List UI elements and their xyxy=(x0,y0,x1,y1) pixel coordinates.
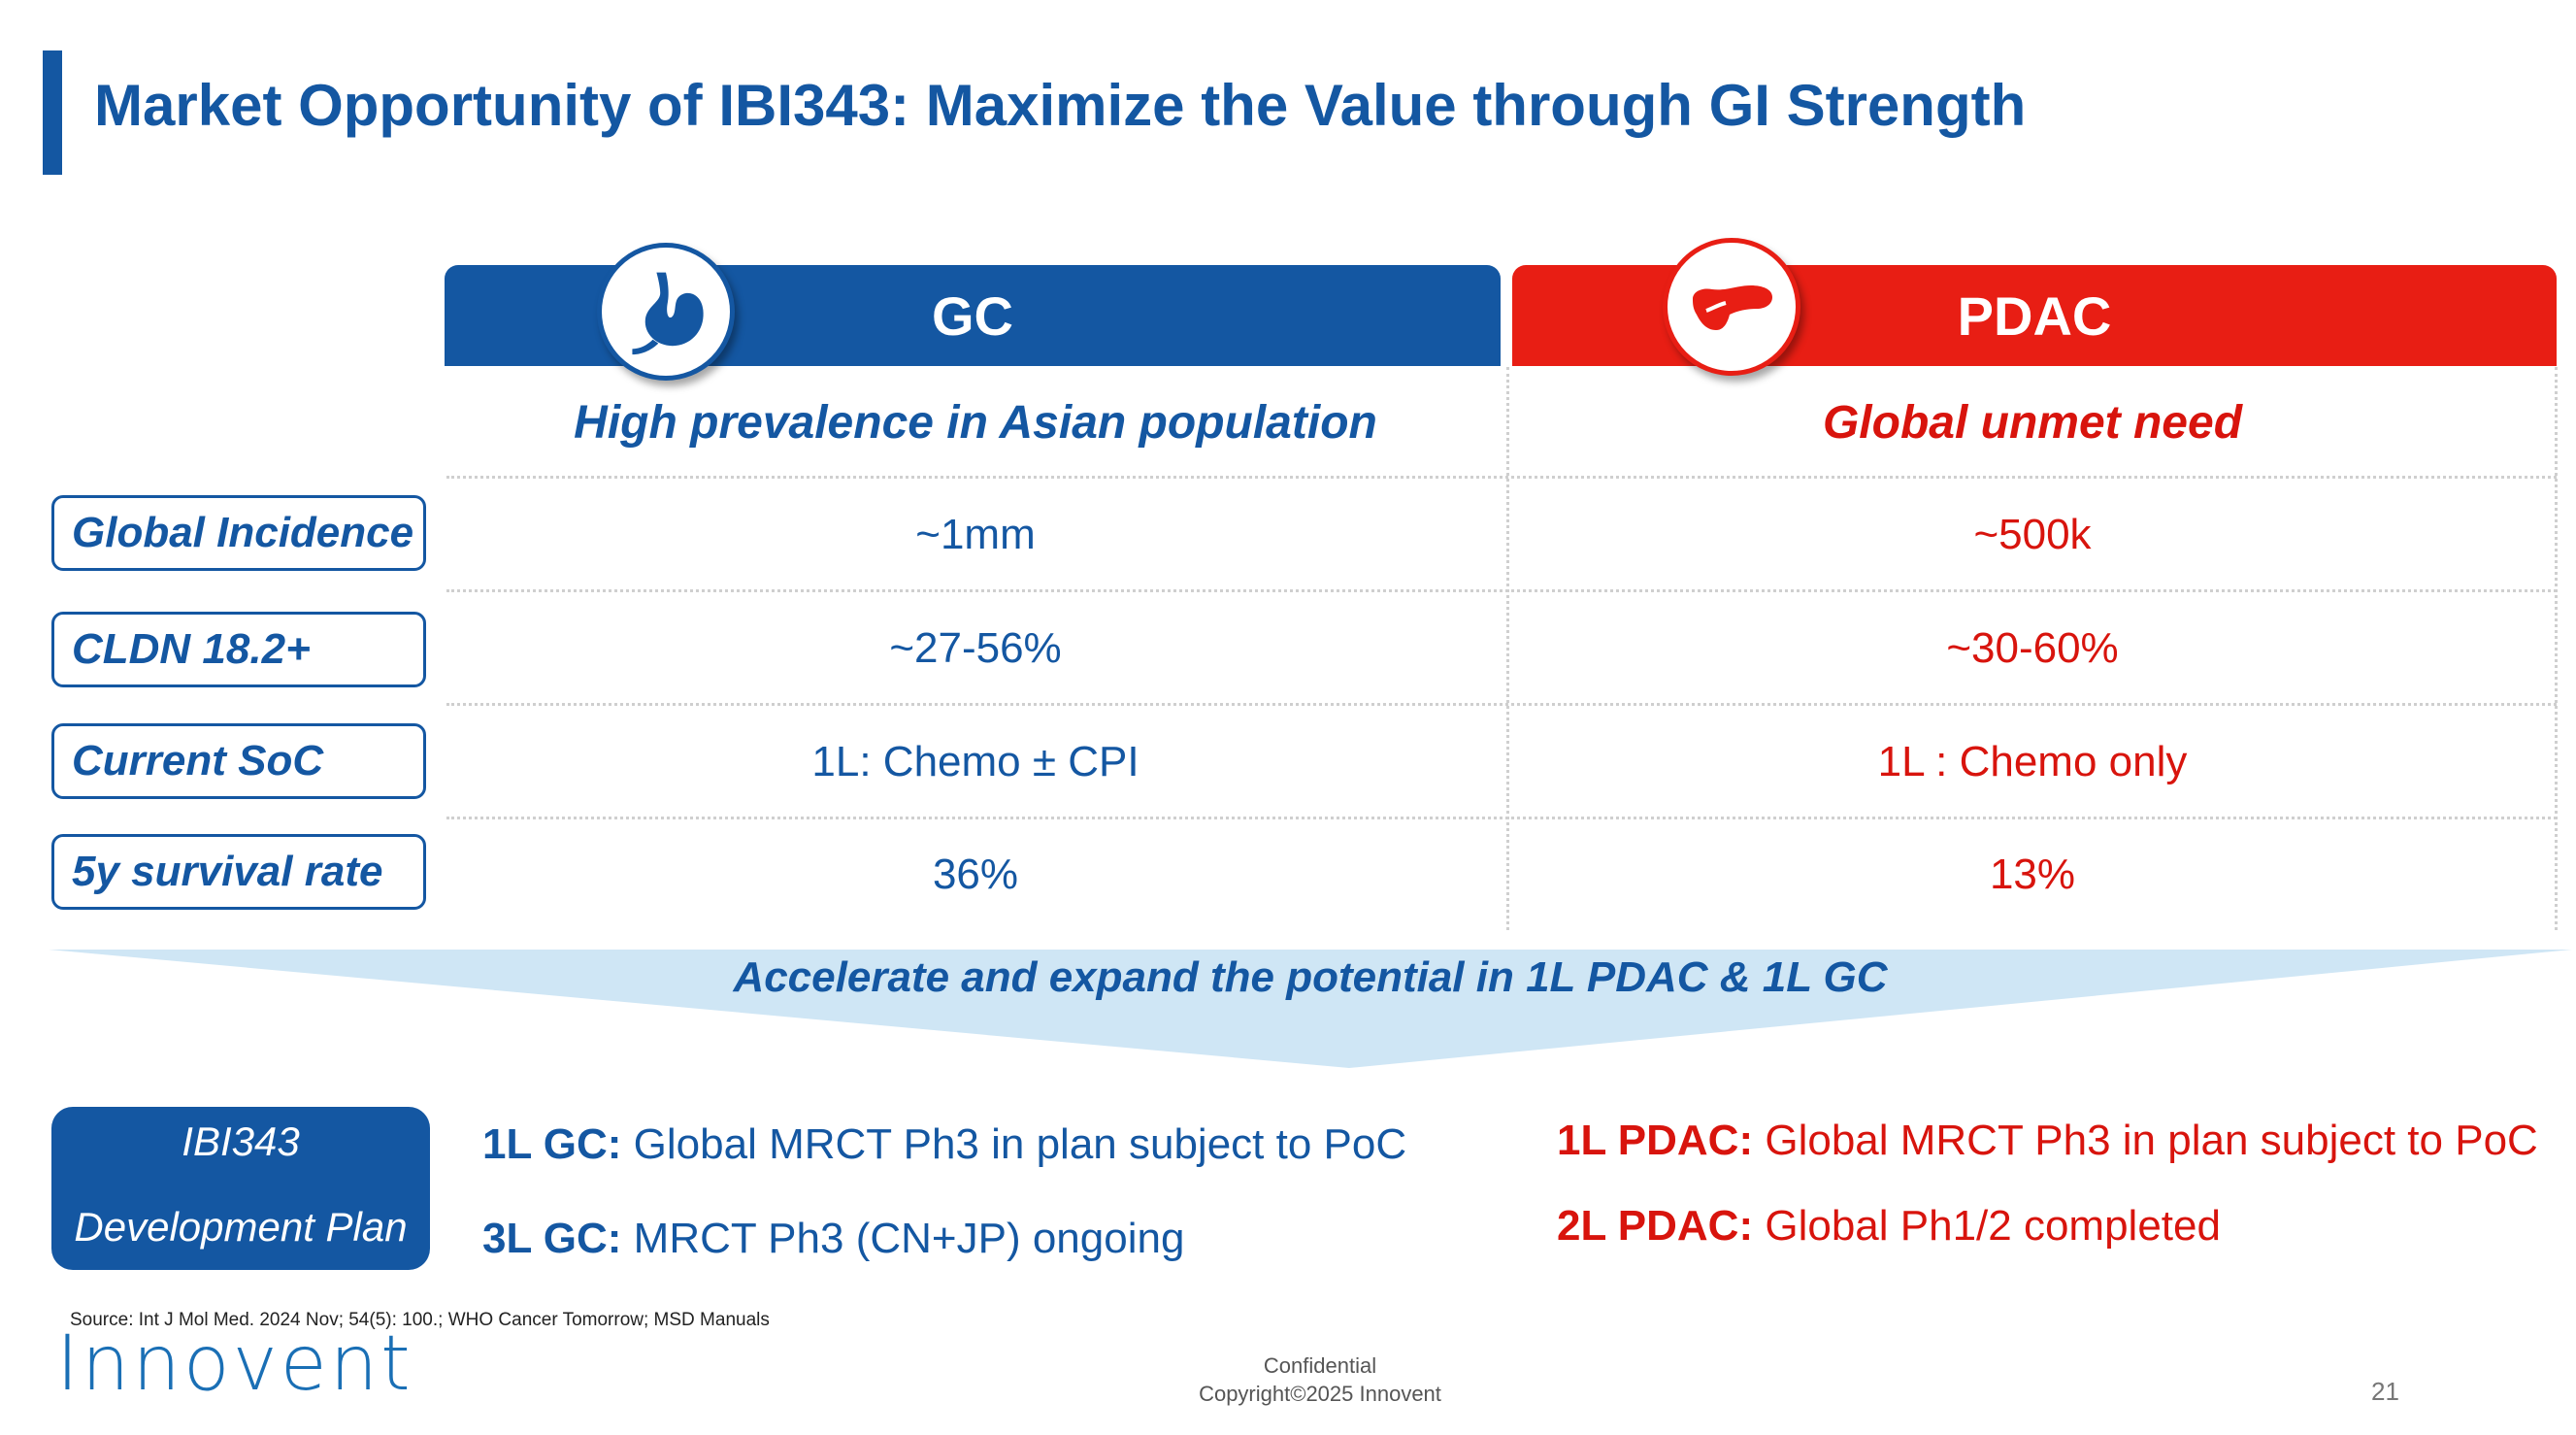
row-label-global-incidence: Global Incidence xyxy=(51,495,426,571)
gc-subtitle: High prevalence in Asian population xyxy=(574,397,1377,449)
plan-gc-item-text: MRCT Ph3 (CN+JP) ongoing xyxy=(633,1215,1185,1262)
page-title: Market Opportunity of IBI343: Maximize t… xyxy=(94,73,2027,138)
plan-gc-item: 3L GC: MRCT Ph3 (CN+JP) ongoing xyxy=(482,1215,1184,1263)
pancreas-icon xyxy=(1663,238,1800,376)
plan-box-line1: IBI343 xyxy=(182,1118,300,1164)
row-divider xyxy=(446,589,2557,592)
row-label-cldn: CLDN 18.2+ xyxy=(51,612,426,687)
gc-current-soc: 1L: Chemo ± CPI xyxy=(811,738,1139,785)
plan-gc-item-text: Global MRCT Ph3 in plan subject to PoC xyxy=(633,1120,1407,1168)
pdac-current-soc: 1L : Chemo only xyxy=(1877,738,2188,785)
copyright-label: Copyright©2025 Innovent xyxy=(1199,1382,1441,1406)
plan-pdac-item-label: 2L PDAC: xyxy=(1557,1202,1754,1250)
title-accent-bar xyxy=(43,50,62,175)
innovent-logo: Innovent xyxy=(56,1320,413,1408)
stomach-icon xyxy=(597,243,735,381)
source-note: Source: Int J Mol Med. 2024 Nov; 54(5): … xyxy=(70,1310,770,1330)
pdac-subtitle: Global unmet need xyxy=(1822,397,2243,449)
plan-pdac-item-label: 1L PDAC: xyxy=(1557,1117,1754,1164)
plan-box-line2: Development Plan xyxy=(74,1204,408,1250)
row-label-current-soc: Current SoC xyxy=(51,723,426,799)
page-number: 21 xyxy=(2371,1377,2399,1406)
pdac-global-incidence: ~500k xyxy=(1973,511,2092,558)
banner-text: Accelerate and expand the potential in 1… xyxy=(733,953,1888,1001)
column-divider xyxy=(1506,367,1509,930)
plan-pdac-item: 2L PDAC: Global Ph1/2 completed xyxy=(1557,1202,2221,1251)
pdac-header-label: PDAC xyxy=(1957,284,2112,347)
gc-survival: 36% xyxy=(932,851,1019,898)
pdac-survival: 13% xyxy=(1989,851,2076,898)
plan-gc-item-label: 3L GC: xyxy=(482,1215,622,1262)
pdac-cldn: ~30-60% xyxy=(1946,624,2119,672)
plan-pdac-item: 1L PDAC: Global MRCT Ph3 in plan subject… xyxy=(1557,1117,2538,1165)
plan-pdac-item-text: Global Ph1/2 completed xyxy=(1765,1202,2221,1250)
gc-header-label: GC xyxy=(932,284,1013,347)
table-right-edge xyxy=(2555,367,2558,930)
gc-global-incidence: ~1mm xyxy=(915,511,1036,558)
development-plan-box: IBI343 Development Plan xyxy=(51,1107,430,1270)
plan-pdac-item-text: Global MRCT Ph3 in plan subject to PoC xyxy=(1765,1117,2538,1164)
gc-cldn: ~27-56% xyxy=(889,624,1062,672)
chevron-banner xyxy=(49,950,2572,1068)
row-divider xyxy=(446,817,2557,819)
row-divider xyxy=(446,703,2557,706)
confidential-label: Confidential xyxy=(1263,1353,1377,1378)
plan-gc-item-label: 1L GC: xyxy=(482,1120,622,1168)
plan-gc-item: 1L GC: Global MRCT Ph3 in plan subject t… xyxy=(482,1120,1406,1169)
row-label-survival: 5y survival rate xyxy=(51,834,426,910)
row-divider xyxy=(446,476,2557,479)
